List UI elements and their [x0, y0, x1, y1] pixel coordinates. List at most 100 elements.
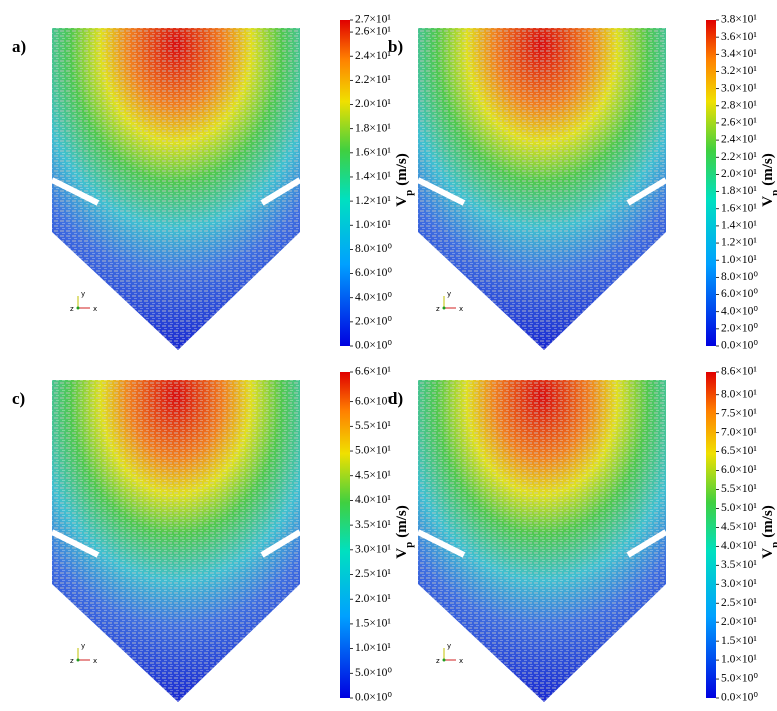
- triad-label: z: [70, 657, 74, 665]
- colorbar-title: Vp (m/s): [394, 153, 414, 206]
- colorbar-tick-label: 7.5×10¹: [721, 407, 757, 419]
- triad-label: z: [70, 305, 74, 313]
- colorbar-tick-label: 1.2×10¹: [355, 195, 391, 207]
- triad-axis: [442, 306, 446, 310]
- triad-axis: [76, 306, 80, 310]
- colorbar-tick-label: 5.5×10¹: [355, 420, 391, 432]
- colorbar-tick-label: 1.0×10¹: [721, 254, 757, 266]
- panel-label: c): [12, 389, 25, 408]
- title-symbol: V: [394, 548, 410, 559]
- title-unit: (m/s): [760, 505, 776, 538]
- colorbar-tick-label: 2.8×10¹: [721, 99, 757, 111]
- colorbar-tick-label: 4.0×10¹: [721, 540, 757, 552]
- title-subscript: p: [403, 542, 415, 548]
- colorbar-tick-label: 2.6×10¹: [721, 117, 757, 129]
- colorbar-title: Vp (m/s): [760, 505, 777, 558]
- colorbar: [706, 372, 716, 698]
- panel-label: a): [12, 37, 26, 56]
- triad-label: x: [459, 305, 463, 313]
- colorbar-tick-label: 0.0×10⁰: [355, 692, 392, 704]
- slit: [626, 177, 668, 206]
- colorbar-tick-label: 6.0×10⁰: [355, 267, 392, 279]
- colorbar-tick-label: 4.5×10¹: [355, 469, 391, 481]
- colorbar-tick-label: 6.5×10¹: [721, 445, 757, 457]
- panel-label: d): [388, 389, 403, 408]
- colorbar-tick-label: 5.0×10⁰: [355, 667, 392, 679]
- colorbar-tick-label: 4.0×10⁰: [355, 291, 392, 303]
- triad-label: x: [93, 305, 97, 313]
- title-subscript: p: [769, 542, 777, 548]
- colorbar-tick-label: 2.0×10¹: [721, 616, 757, 628]
- triad-label: y: [447, 290, 451, 298]
- colorbar-tick-label: 1.4×10¹: [721, 220, 757, 232]
- colorbar-tick-label: 1.6×10¹: [721, 202, 757, 214]
- triad-label: z: [436, 305, 440, 313]
- title-subscript: p: [403, 190, 415, 196]
- colorbar-tick-label: 2.0×10¹: [355, 98, 391, 110]
- colorbar-tick-label: 1.5×10¹: [721, 635, 757, 647]
- colorbar-tick-label: 2.2×10¹: [721, 151, 757, 163]
- colorbar-tick-label: 3.6×10¹: [721, 31, 757, 43]
- colorbar-tick-label: 2.5×10¹: [355, 568, 391, 580]
- colorbar-tick-label: 5.0×10⁰: [721, 673, 758, 685]
- colorbar-tick-label: 1.4×10¹: [355, 171, 391, 183]
- panel-label: b): [388, 37, 403, 56]
- colorbar-title: Vp (m/s): [394, 505, 414, 558]
- colorbar-tick-label: 7.0×10¹: [721, 426, 757, 438]
- colorbar-tick-label: 3.0×10¹: [721, 578, 757, 590]
- slit: [416, 529, 466, 558]
- slit: [626, 529, 668, 558]
- panel: yz x d) 0.0×10⁰ 5.0×10⁰ 1.0×10¹ 1.5×10¹ 2.0×10¹…: [388, 366, 777, 704]
- colorbar-tick-label: 2.6×10¹: [355, 26, 391, 38]
- triad-label: z: [436, 657, 440, 665]
- colorbar-tick-label: 0.0×10⁰: [355, 340, 392, 352]
- panel: yz x b) 0.0×10⁰ 2.0×10⁰ 4.0×10⁰ 6.0×10⁰ 8.0×10⁰…: [388, 14, 777, 352]
- colorbar-tick-label: 5.0×10¹: [355, 445, 391, 457]
- panel: yz x a) 0.0×10⁰ 2.0×10⁰ 4.0×10⁰ 6.0×10⁰ 8.0×10⁰…: [12, 14, 415, 352]
- colorbar-tick-label: 8.6×10¹: [721, 366, 757, 378]
- slit: [416, 177, 466, 206]
- colorbar-tick-label: 3.8×10¹: [721, 14, 757, 26]
- colorbar-tick-label: 1.8×10¹: [355, 122, 391, 134]
- colorbar-tick-label: 2.2×10¹: [355, 74, 391, 86]
- colorbar-tick-label: 2.0×10¹: [355, 593, 391, 605]
- colorbar-tick-label: 0.0×10⁰: [721, 340, 758, 352]
- triad-label: y: [81, 290, 85, 298]
- colorbar-tick-label: 2.0×10¹: [721, 168, 757, 180]
- colorbar-tick-label: 3.5×10¹: [721, 559, 757, 571]
- slit: [260, 529, 302, 558]
- colorbar-tick-label: 2.7×10¹: [355, 14, 391, 26]
- colorbar-tick-label: 4.5×10¹: [721, 521, 757, 533]
- colorbar-tick-label: 1.2×10¹: [721, 237, 757, 249]
- colorbar-tick-label: 6.0×10⁰: [721, 288, 758, 300]
- colorbar-tick-label: 1.0×10¹: [721, 654, 757, 666]
- title-symbol: V: [394, 196, 410, 207]
- colorbar-tick-label: 5.5×10¹: [721, 483, 757, 495]
- panel: yz x c) 0.0×10⁰ 5.0×10⁰ 1.0×10¹ 1.5×10¹ 2.0×10¹…: [12, 366, 415, 704]
- colorbar-tick-label: 2.5×10¹: [721, 597, 757, 609]
- slit: [260, 177, 302, 206]
- title-unit: (m/s): [760, 153, 776, 186]
- title-subscript: p: [769, 190, 777, 196]
- colorbar-tick-label: 3.4×10¹: [721, 48, 757, 60]
- title-symbol: V: [760, 196, 776, 207]
- flow-texture: [52, 380, 300, 702]
- colorbar: [340, 372, 350, 698]
- colorbar-tick-label: 4.0×10⁰: [721, 305, 758, 317]
- triad-axis: [442, 658, 446, 662]
- title-unit: (m/s): [394, 505, 410, 538]
- colorbar-tick-label: 3.5×10¹: [355, 519, 391, 531]
- colorbar-tick-label: 6.6×10¹: [355, 366, 391, 378]
- title-symbol: V: [760, 548, 776, 559]
- flow-texture: [52, 28, 300, 350]
- colorbar-tick-label: 3.2×10¹: [721, 65, 757, 77]
- colorbar-tick-label: 1.5×10¹: [355, 618, 391, 630]
- colorbar-tick-label: 0.0×10⁰: [721, 692, 758, 704]
- colorbar-tick-label: 2.4×10¹: [355, 50, 391, 62]
- colorbar-tick-label: 5.0×10¹: [721, 502, 757, 514]
- colorbar-tick-label: 6.0×10¹: [721, 464, 757, 476]
- triad-label: x: [459, 657, 463, 665]
- colorbar-tick-label: 8.0×10⁰: [355, 243, 392, 255]
- triad-label: x: [93, 657, 97, 665]
